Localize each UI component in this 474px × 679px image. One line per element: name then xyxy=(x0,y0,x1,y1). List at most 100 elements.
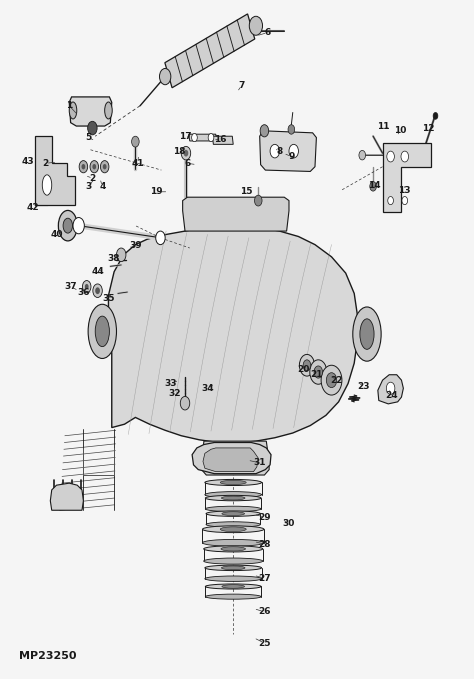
Text: 25: 25 xyxy=(258,638,271,648)
Ellipse shape xyxy=(202,539,264,546)
Polygon shape xyxy=(192,443,271,474)
Ellipse shape xyxy=(69,102,77,119)
Circle shape xyxy=(82,280,91,293)
Ellipse shape xyxy=(205,496,261,501)
Circle shape xyxy=(100,161,109,173)
Circle shape xyxy=(321,365,342,395)
Ellipse shape xyxy=(63,218,73,233)
Text: 18: 18 xyxy=(173,147,186,156)
Circle shape xyxy=(132,136,139,147)
Ellipse shape xyxy=(205,594,261,599)
Text: 9: 9 xyxy=(288,152,294,161)
Ellipse shape xyxy=(221,566,245,570)
Text: 21: 21 xyxy=(310,370,323,380)
Circle shape xyxy=(82,164,85,170)
Text: 28: 28 xyxy=(258,540,271,549)
Circle shape xyxy=(88,122,97,135)
Ellipse shape xyxy=(205,584,261,589)
Circle shape xyxy=(85,284,89,289)
Ellipse shape xyxy=(206,521,260,527)
Circle shape xyxy=(159,69,171,85)
Circle shape xyxy=(260,125,269,137)
Polygon shape xyxy=(35,136,75,205)
Text: 36: 36 xyxy=(77,288,90,297)
Text: 2: 2 xyxy=(43,159,49,168)
Ellipse shape xyxy=(206,511,260,516)
Text: 35: 35 xyxy=(102,294,115,304)
Text: 33: 33 xyxy=(164,379,177,388)
Circle shape xyxy=(95,287,100,294)
Text: 7: 7 xyxy=(238,81,245,90)
Text: 14: 14 xyxy=(368,181,380,189)
Circle shape xyxy=(255,195,262,206)
Text: 41: 41 xyxy=(131,159,144,168)
Ellipse shape xyxy=(202,526,264,532)
Ellipse shape xyxy=(353,307,381,361)
Ellipse shape xyxy=(221,547,246,551)
Text: John Deere Parts: John Deere Parts xyxy=(187,328,268,337)
Circle shape xyxy=(300,354,315,376)
Circle shape xyxy=(289,145,299,158)
Text: 43: 43 xyxy=(22,158,35,166)
Text: 15: 15 xyxy=(240,187,253,196)
Text: 17: 17 xyxy=(179,132,191,141)
Text: 34: 34 xyxy=(201,384,214,392)
Circle shape xyxy=(117,248,126,261)
Text: 5: 5 xyxy=(85,133,91,142)
Circle shape xyxy=(370,181,376,191)
Ellipse shape xyxy=(88,304,117,359)
Ellipse shape xyxy=(205,565,262,570)
Text: 27: 27 xyxy=(258,574,271,583)
Text: 40: 40 xyxy=(50,230,63,239)
Text: 29: 29 xyxy=(258,513,271,521)
Text: 4: 4 xyxy=(99,182,106,191)
Text: 13: 13 xyxy=(399,186,411,195)
Circle shape xyxy=(92,164,96,170)
Circle shape xyxy=(288,125,295,134)
Ellipse shape xyxy=(205,479,262,485)
Ellipse shape xyxy=(222,585,245,588)
Text: 42: 42 xyxy=(27,203,39,212)
Circle shape xyxy=(433,113,438,120)
Circle shape xyxy=(93,284,102,297)
Circle shape xyxy=(270,145,280,158)
Ellipse shape xyxy=(204,558,263,564)
Polygon shape xyxy=(182,197,289,231)
Circle shape xyxy=(73,217,84,234)
Ellipse shape xyxy=(205,492,262,498)
Ellipse shape xyxy=(204,546,263,552)
Ellipse shape xyxy=(58,210,77,241)
Ellipse shape xyxy=(205,506,261,511)
Circle shape xyxy=(180,397,190,410)
Circle shape xyxy=(208,134,214,142)
Ellipse shape xyxy=(222,512,245,515)
Text: 6: 6 xyxy=(184,159,191,168)
Circle shape xyxy=(183,150,188,157)
Text: 38: 38 xyxy=(107,254,119,263)
Text: 30: 30 xyxy=(283,519,295,528)
Text: 44: 44 xyxy=(91,268,104,276)
Polygon shape xyxy=(201,441,269,475)
Polygon shape xyxy=(69,97,112,126)
Circle shape xyxy=(191,134,197,142)
Circle shape xyxy=(386,382,395,394)
Polygon shape xyxy=(50,483,83,510)
Text: 31: 31 xyxy=(254,458,266,467)
Circle shape xyxy=(249,16,263,35)
Text: 22: 22 xyxy=(330,375,343,385)
Circle shape xyxy=(359,151,365,160)
Ellipse shape xyxy=(220,480,246,485)
Ellipse shape xyxy=(95,316,109,346)
Text: 32: 32 xyxy=(168,389,181,398)
Text: 8: 8 xyxy=(276,147,283,155)
Text: 12: 12 xyxy=(422,124,435,132)
Circle shape xyxy=(401,151,409,162)
Polygon shape xyxy=(109,225,357,443)
Ellipse shape xyxy=(42,175,52,195)
Ellipse shape xyxy=(105,102,112,119)
Circle shape xyxy=(156,231,165,244)
Circle shape xyxy=(388,196,393,204)
Circle shape xyxy=(303,360,311,371)
Text: 11: 11 xyxy=(377,122,390,130)
Text: 23: 23 xyxy=(357,382,370,391)
